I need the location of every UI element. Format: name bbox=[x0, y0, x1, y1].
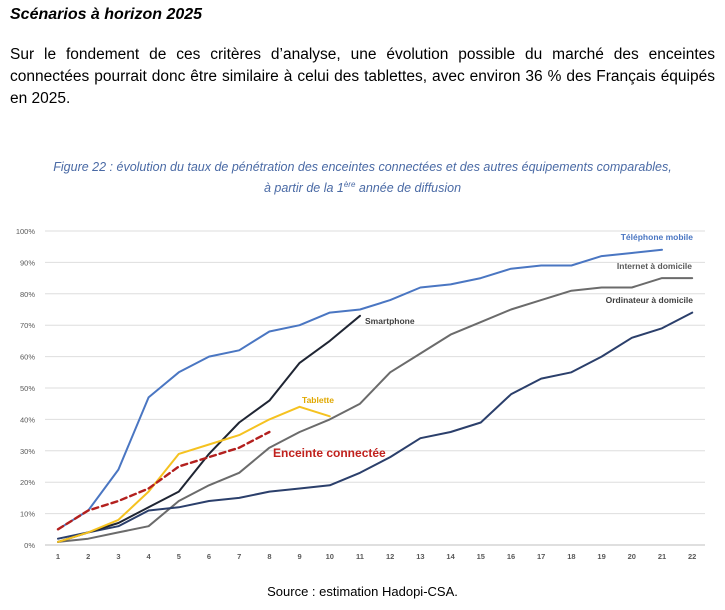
y-tick-label: 40% bbox=[20, 415, 35, 424]
series-label-smartphone: Smartphone bbox=[365, 316, 415, 326]
x-tick-label: 2 bbox=[86, 552, 90, 561]
caption-line-2-end: année de diffusion bbox=[355, 181, 462, 196]
x-tick-label: 6 bbox=[207, 552, 211, 561]
x-tick-label: 18 bbox=[567, 552, 575, 561]
series-label-tablette: Tablette bbox=[302, 395, 334, 405]
section-heading: Scénarios à horizon 2025 bbox=[10, 6, 203, 23]
x-tick-label: 10 bbox=[326, 552, 334, 561]
x-tick-label: 1 bbox=[56, 552, 60, 561]
series-line-telephone-mobile bbox=[57, 248, 663, 531]
line-chart: 0%10%20%30%40%50%60%70%80%90%100%1 2 3 4 5 6 7… bbox=[16, 227, 705, 561]
caption-line-1: Figure 22 : évolution du taux de pénétra… bbox=[53, 160, 672, 174]
y-tick-label: 90% bbox=[20, 258, 35, 267]
series-label-ordinateur-a-domicile: Ordinateur à domicile bbox=[606, 295, 694, 305]
x-tick-label: 17 bbox=[537, 552, 545, 561]
x-tick-label: 22 bbox=[688, 552, 696, 561]
series-label-internet-a-domicile: Internet à domicile bbox=[617, 261, 692, 271]
y-tick-label: 100% bbox=[16, 227, 36, 236]
caption-superscript: ère bbox=[343, 180, 356, 189]
x-tick-label: 16 bbox=[507, 552, 515, 561]
x-tick-label: 20 bbox=[628, 552, 636, 561]
figure-caption: Figure 22 : évolution du taux de pénétra… bbox=[10, 158, 715, 197]
source-note: Source : estimation Hadopi-CSA. bbox=[267, 584, 458, 599]
y-tick-label: 30% bbox=[20, 447, 35, 456]
y-tick-label: 20% bbox=[20, 478, 35, 487]
y-tick-label: 10% bbox=[20, 510, 35, 519]
x-tick-label: 11 bbox=[356, 552, 364, 561]
x-tick-label: 14 bbox=[446, 552, 455, 561]
series-line-ordinateur-a-domicile bbox=[57, 311, 694, 540]
x-tick-label: 5 bbox=[177, 552, 181, 561]
y-tick-label: 80% bbox=[20, 290, 35, 299]
y-tick-label: 70% bbox=[20, 321, 35, 330]
x-tick-label: 4 bbox=[147, 552, 152, 561]
y-tick-label: 60% bbox=[20, 353, 35, 362]
x-tick-label: 12 bbox=[386, 552, 394, 561]
caption-line-2-start: à partir de la 1 bbox=[263, 181, 344, 196]
y-tick-label: 0% bbox=[24, 541, 35, 550]
x-tick-label: 15 bbox=[477, 552, 485, 561]
x-tick-label: 19 bbox=[597, 552, 605, 561]
series-label-telephone-mobile: Téléphone mobile bbox=[621, 232, 694, 242]
x-tick-label: 7 bbox=[237, 552, 241, 561]
series-label-enceinte-connectee: Enceinte connectée bbox=[273, 446, 386, 460]
x-tick-label: 21 bbox=[658, 552, 666, 561]
x-tick-label: 8 bbox=[267, 552, 271, 561]
x-tick-label: 3 bbox=[116, 552, 120, 561]
caption-line-2: à partir de la 1ère année de diffusion bbox=[10, 176, 715, 197]
series-line-smartphone bbox=[57, 314, 361, 543]
series-line-enceinte-connectee bbox=[56, 430, 271, 531]
series-line-tablette bbox=[57, 405, 331, 543]
body-paragraph: Sur le fondement de ces critères d’analy… bbox=[10, 46, 715, 107]
series-line-internet-a-domicile bbox=[57, 277, 694, 543]
x-tick-label: 9 bbox=[298, 552, 302, 561]
x-tick-label: 13 bbox=[416, 552, 424, 561]
y-tick-label: 50% bbox=[20, 384, 35, 393]
